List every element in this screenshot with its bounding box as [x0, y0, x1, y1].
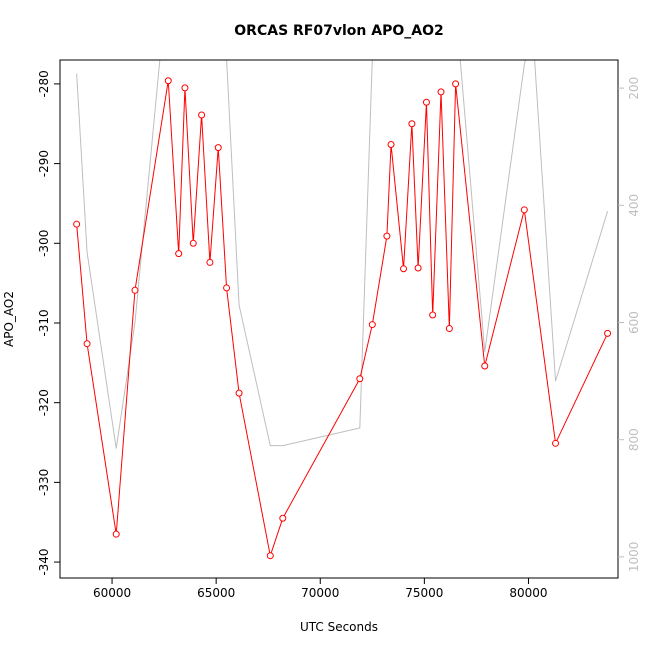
x-tick-label: 70000 — [301, 586, 339, 600]
data-point — [445, 325, 453, 333]
plot-area — [73, 60, 612, 560]
x-tick-label: 75000 — [405, 586, 443, 600]
data-point — [437, 88, 445, 96]
data-point — [408, 120, 416, 128]
y-tick-label: -340 — [37, 548, 51, 575]
data-point — [206, 258, 214, 266]
data-point — [520, 206, 528, 214]
chart-title: ORCAS RF07vlon APO_AO2 — [234, 23, 443, 39]
y2-tick-label: 200 — [627, 77, 641, 100]
y2-axis: 200 400 600 800 1000 — [618, 77, 641, 572]
series-line-primary — [76, 80, 609, 558]
data-point — [387, 140, 395, 148]
data-point — [235, 389, 243, 397]
data-point — [383, 232, 391, 240]
plot-frame — [59, 59, 619, 579]
data-point — [189, 239, 197, 247]
data-point — [266, 552, 274, 560]
series-line-secondary — [76, 60, 609, 449]
data-point — [422, 98, 430, 106]
data-point — [83, 340, 91, 348]
y-tick-label: -290 — [37, 150, 51, 177]
data-point — [175, 250, 183, 258]
data-point — [481, 362, 489, 370]
y2-tick-label: 600 — [627, 311, 641, 334]
data-point — [112, 530, 120, 538]
x-tick-label: 65000 — [197, 586, 235, 600]
x-tick-label: 60000 — [93, 586, 131, 600]
y-axis: -340 -330 -320 -310 -300 -290 -280 — [37, 70, 60, 576]
data-point — [356, 375, 364, 383]
data-point — [368, 321, 376, 329]
y-tick-label: -330 — [37, 469, 51, 496]
y2-tick-label: 1000 — [627, 542, 641, 573]
data-point — [279, 514, 287, 522]
data-point — [604, 329, 612, 337]
data-point — [452, 80, 460, 88]
x-axis: 60000 65000 70000 75000 80000 — [93, 578, 548, 600]
y-tick-label: -300 — [37, 230, 51, 257]
y-tick-label: -320 — [37, 389, 51, 416]
y2-tick-label: 400 — [627, 194, 641, 217]
data-point — [223, 284, 231, 292]
data-point — [400, 265, 408, 273]
y-tick-label: -310 — [37, 309, 51, 336]
data-point — [198, 111, 206, 119]
y2-tick-label: 800 — [627, 428, 641, 451]
y-tick-label: -280 — [37, 70, 51, 97]
data-point — [131, 286, 139, 294]
data-point — [73, 220, 81, 228]
data-point — [429, 311, 437, 319]
y-axis-label: APO_AO2 — [2, 291, 16, 347]
data-point — [552, 439, 560, 447]
data-point — [414, 264, 422, 272]
data-point — [164, 77, 172, 85]
x-tick-label: 80000 — [509, 586, 547, 600]
data-point — [214, 144, 222, 152]
x-axis-label: UTC Seconds — [300, 620, 378, 634]
data-point — [181, 84, 189, 92]
